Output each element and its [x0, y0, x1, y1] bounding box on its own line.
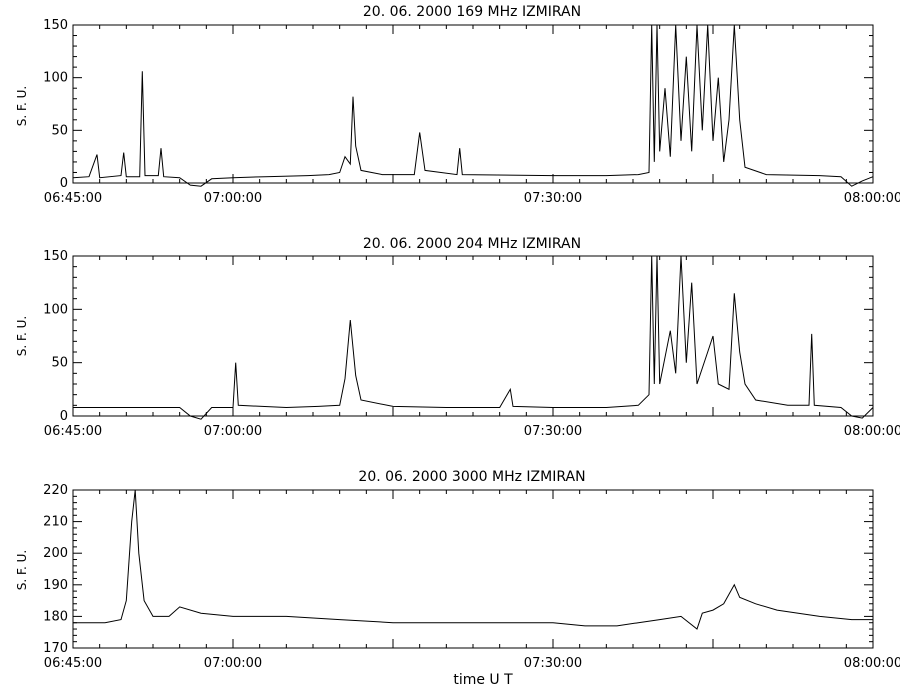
x-tick-label: 07:00:00 — [204, 656, 262, 671]
plot-frame — [72, 255, 874, 417]
x-tick-label: 08:00:00 — [844, 424, 900, 439]
x-axis-label: time U T — [453, 672, 513, 688]
y-tick-label: 220 — [43, 483, 68, 498]
plot-frame — [72, 24, 874, 184]
plot-frame — [72, 489, 874, 649]
axes: 06:45:00 07:00:00 07:30:00 08:00:00 170 180 19… — [43, 483, 900, 671]
panel-169mhz: 20. 06. 2000 169 MHz IZMIRAN S. F. U. 06… — [15, 4, 900, 206]
panel-204mhz: 20. 06. 2000 204 MHz IZMIRAN S. F. U. 06… — [15, 236, 900, 439]
y-tick-label: 150 — [43, 249, 68, 264]
y-axis-label: S. F. U. — [15, 316, 29, 356]
y-tick-label: 180 — [43, 609, 68, 624]
y-tick-label: 150 — [43, 18, 68, 33]
y-tick-label: 0 — [60, 176, 68, 191]
y-tick-label: 100 — [43, 302, 68, 317]
y-tick-label: 200 — [43, 546, 68, 561]
x-tick-label: 08:00:00 — [844, 191, 900, 206]
flux-series-line — [72, 24, 874, 187]
y-tick-label: 210 — [43, 515, 68, 530]
panel-title: 20. 06. 2000 204 MHz IZMIRAN — [363, 236, 581, 252]
x-tick-label: 07:30:00 — [524, 656, 582, 671]
y-tick-label: 0 — [60, 409, 68, 424]
panel-title: 20. 06. 2000 169 MHz IZMIRAN — [363, 4, 581, 20]
y-tick-label: 190 — [43, 578, 68, 593]
x-tick-label: 07:30:00 — [524, 191, 582, 206]
x-tick-label: 07:00:00 — [204, 424, 262, 439]
flux-series-line — [73, 255, 874, 420]
x-tick-label: 06:45:00 — [44, 656, 102, 671]
y-tick-label: 170 — [43, 641, 68, 656]
panel-3000mhz: 20. 06. 2000 3000 MHz IZMIRAN S. F. U. 0… — [15, 469, 900, 671]
y-axis-label: S. F. U. — [15, 86, 29, 126]
axes: 06:45:00 07:00:00 07:30:00 08:00:00 0 50 100 15… — [43, 18, 900, 206]
axes: 06:45:00 07:00:00 07:30:00 08:00:00 0 50 100 15… — [43, 249, 900, 439]
x-tick-label: 07:30:00 — [524, 424, 582, 439]
x-tick-label: 08:00:00 — [844, 656, 900, 671]
flux-series-line — [73, 489, 873, 630]
y-tick-label: 50 — [51, 356, 68, 371]
x-tick-label: 07:00:00 — [204, 191, 262, 206]
y-tick-label: 100 — [43, 71, 68, 86]
panel-title: 20. 06. 2000 3000 MHz IZMIRAN — [358, 469, 585, 485]
y-axis-label: S. F. U. — [15, 550, 29, 590]
y-tick-label: 50 — [51, 123, 68, 138]
x-tick-label: 06:45:00 — [44, 424, 102, 439]
x-tick-label: 06:45:00 — [44, 191, 102, 206]
